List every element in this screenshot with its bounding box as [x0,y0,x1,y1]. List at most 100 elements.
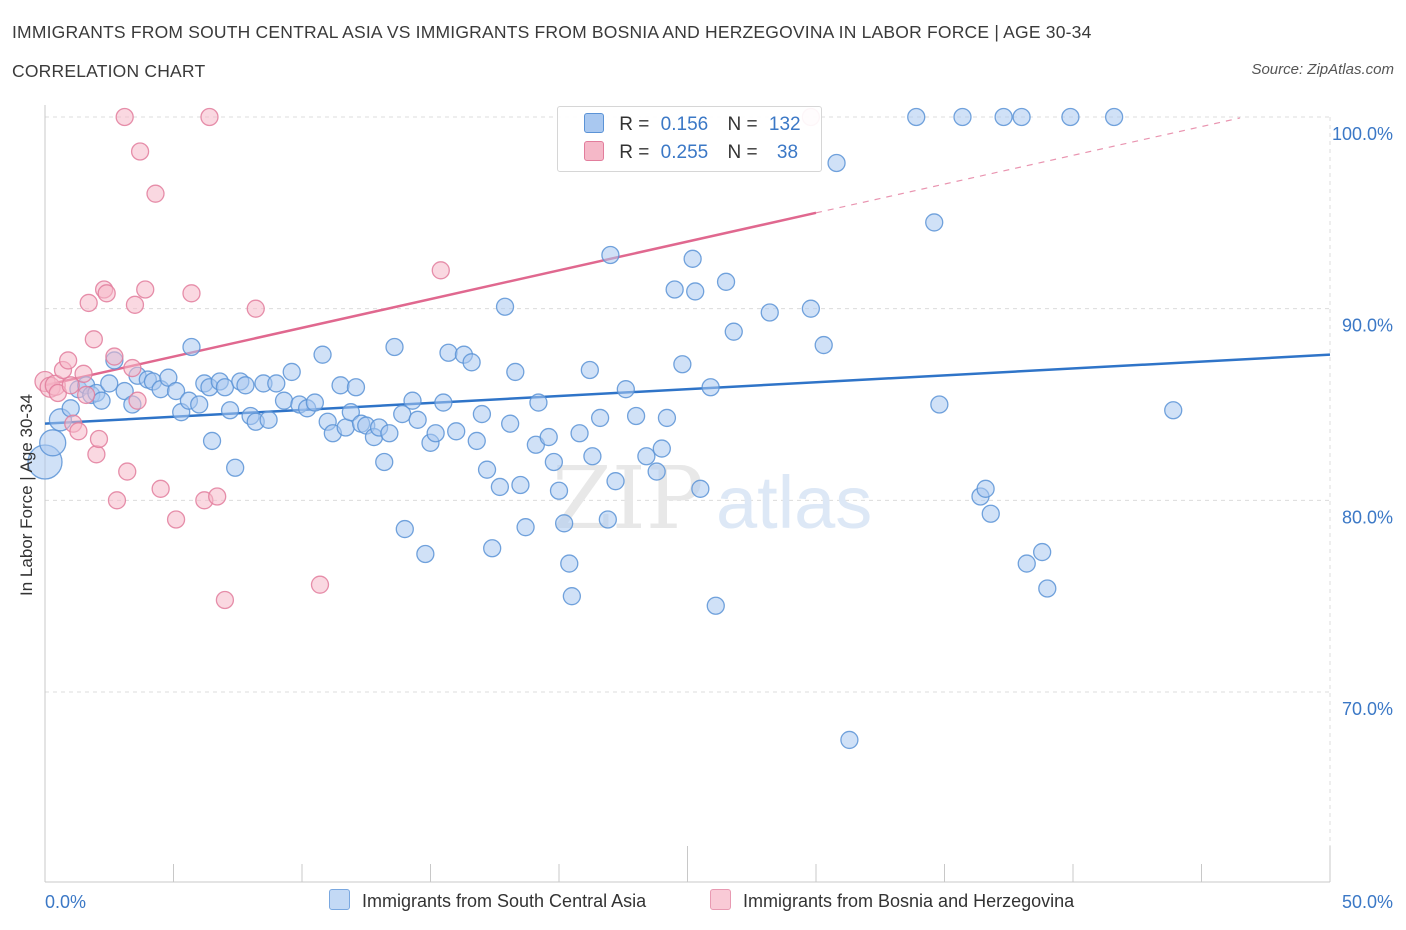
point-south-central-asia [598,510,617,529]
chart-title: IMMIGRANTS FROM SOUTH CENTRAL ASIA VS IM… [12,22,1092,42]
point-south-central-asia [426,424,445,443]
y-tick-labels: 70.0% 80.0% 90.0% 100.0% [1332,124,1393,719]
point-south-central-asia [562,587,581,606]
data-points [27,107,1183,750]
point-bosnia [208,487,227,506]
point-south-central-asia [691,479,710,498]
point-south-central-asia [981,504,1000,523]
point-bosnia [118,462,137,481]
point-south-central-asia [380,424,399,443]
stats-row-pink: R = 0.255 N = 38 [584,141,798,164]
point-south-central-asia [570,424,589,443]
point-bosnia [431,261,450,280]
watermark: ZIP atlas [552,449,872,549]
point-south-central-asia [673,355,692,374]
stats-row-blue: R = 0.156 N = 132 [584,113,801,136]
point-south-central-asia [976,479,995,498]
point-south-central-asia [385,337,404,357]
point-bosnia [123,358,142,378]
point-south-central-asia [994,107,1013,127]
point-bosnia [115,107,134,127]
point-south-central-asia [331,376,350,395]
point-south-central-asia [305,393,325,412]
axes [44,105,1331,883]
legend-swatch-pink [710,889,731,910]
point-south-central-asia [226,458,245,477]
n-value: 38 [776,142,799,163]
point-south-central-asia [182,337,201,357]
point-south-central-asia [701,378,720,397]
point-south-central-asia [346,378,366,397]
point-south-central-asia [1012,107,1031,127]
point-south-central-asia [490,477,510,497]
point-south-central-asia [637,447,656,466]
point-south-central-asia [61,399,80,418]
trend-lines [44,117,1331,425]
point-south-central-asia [827,153,846,173]
point-south-central-asia [166,381,186,401]
blue-swatch [584,113,604,133]
watermark-atlas: atlas [716,461,872,544]
point-bosnia [182,284,201,303]
point-bosnia [310,575,330,594]
y-tick-label: 70.0% [1342,699,1393,719]
point-bosnia [58,351,78,370]
point-bosnia [215,590,235,610]
trend-line-pink [44,211,817,387]
x-tick-label-max: 50.0% [1342,892,1393,912]
point-south-central-asia [716,272,736,291]
point-south-central-asia [447,422,466,441]
point-bosnia [74,364,93,383]
point-south-central-asia [580,360,599,380]
point-south-central-asia [336,418,355,437]
point-south-central-asia [665,280,684,299]
point-south-central-asia [467,431,486,451]
stats-legend: R = 0.156 N = 132 R = 0.255 N = 38 [557,106,822,172]
point-bosnia [146,184,165,203]
point-south-central-asia [202,431,222,451]
r-value: 0.156 [660,114,709,135]
point-bosnia [87,445,106,464]
point-south-central-asia [549,481,569,500]
point-south-central-asia [683,249,702,268]
point-south-central-asia [953,107,972,127]
point-south-central-asia [416,544,435,564]
point-south-central-asia [583,447,602,466]
r-label: R = [619,142,650,163]
point-south-central-asia [190,395,209,414]
point-south-central-asia [236,376,255,395]
point-south-central-asia [1038,579,1057,598]
point-south-central-asia [341,403,360,422]
r-value: 0.255 [660,142,709,163]
point-south-central-asia [1104,107,1124,127]
point-south-central-asia [267,374,286,393]
point-south-central-asia [601,245,620,265]
point-south-central-asia [483,539,502,558]
point-south-central-asia [560,554,579,573]
point-south-central-asia [434,393,453,412]
n-label: N = [727,114,758,135]
point-bosnia [69,422,88,441]
point-bosnia [89,429,109,449]
point-south-central-asia [516,518,535,537]
trend-line-blue [44,353,1331,425]
point-bosnia [107,491,127,510]
point-south-central-asia [495,297,515,316]
point-south-central-asia [439,343,458,362]
point-bosnia [76,385,96,405]
point-south-central-asia [907,107,926,127]
point-south-central-asia [539,427,558,447]
point-south-central-asia [92,391,111,410]
point-bosnia [84,330,103,349]
point-south-central-asia [1017,554,1036,573]
x-tick-labels: 0.0% 50.0% [45,892,1393,912]
point-south-central-asia [100,374,119,393]
point-bosnia [200,107,219,127]
y-tick-label: 100.0% [1332,124,1393,144]
y-tick-label: 80.0% [1342,507,1393,527]
legend-item-bosnia[interactable]: Immigrants from Bosnia and Herzegovina [710,889,1074,912]
y-axis-label: In Labor Force | Age 30-34 [17,394,36,596]
point-south-central-asia [925,213,944,232]
point-south-central-asia [626,406,646,426]
legend-item-south-central-asia[interactable]: Immigrants from South Central Asia [329,889,646,912]
